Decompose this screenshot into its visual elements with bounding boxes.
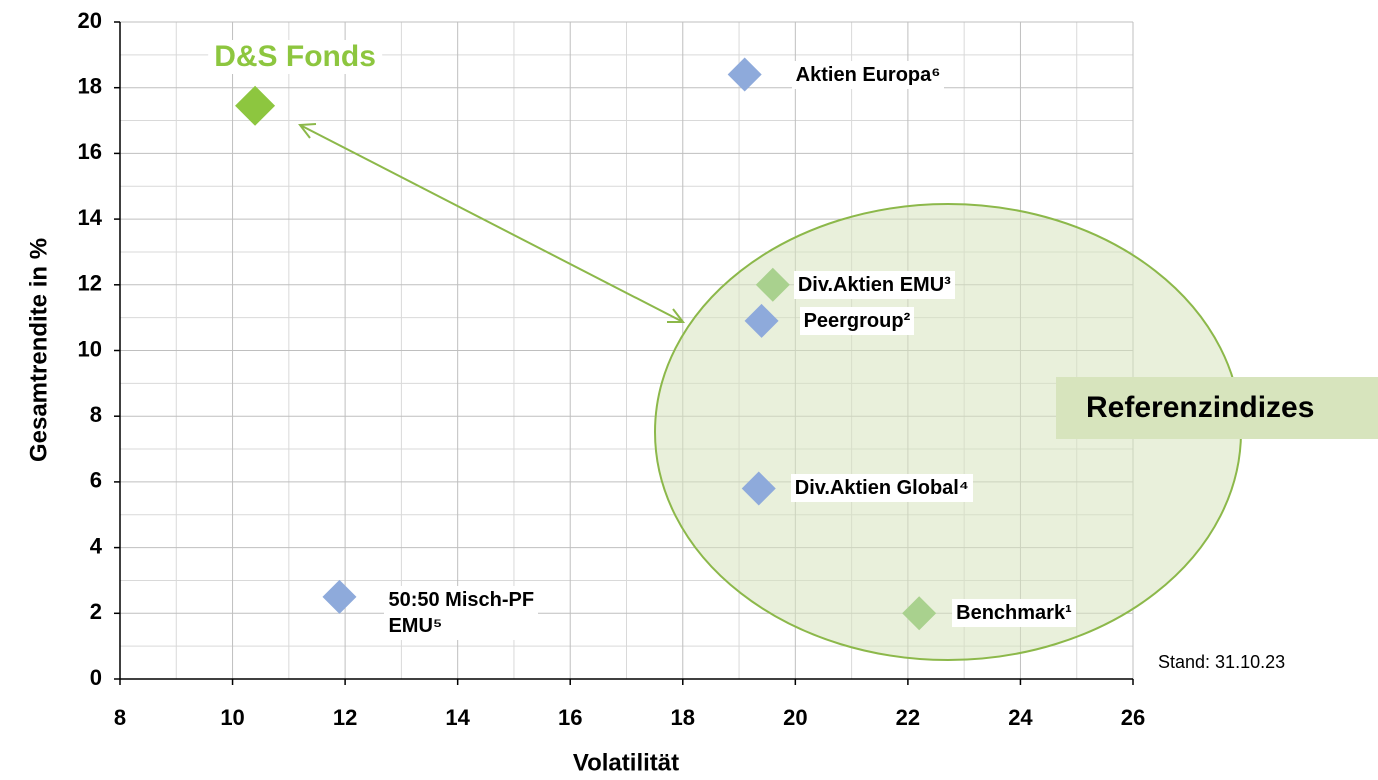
x-tick-label: 10 bbox=[220, 705, 244, 730]
y-tick-label: 0 bbox=[90, 665, 102, 690]
point bbox=[235, 85, 276, 126]
x-tick-label: 14 bbox=[445, 705, 470, 730]
point bbox=[744, 303, 779, 338]
y-tick-label: 16 bbox=[78, 139, 102, 164]
y-tick-label: 8 bbox=[90, 402, 102, 427]
point-label: Aktien Europa⁶ bbox=[791, 60, 945, 89]
x-tick-label: 26 bbox=[1121, 705, 1145, 730]
x-tick-label: 22 bbox=[896, 705, 920, 730]
x-axis-title: Volatilität bbox=[573, 749, 679, 776]
point bbox=[727, 57, 762, 92]
point-label: Peergroup² bbox=[799, 306, 915, 335]
point bbox=[902, 596, 937, 631]
x-tick-label: 12 bbox=[333, 705, 357, 730]
point-label: Div.Aktien EMU³ bbox=[793, 270, 955, 299]
point-label: D&S Fonds bbox=[208, 39, 382, 74]
point bbox=[322, 579, 357, 614]
point-label: Div.Aktien Global⁴ bbox=[790, 474, 973, 503]
reference-label: Referenzindizes bbox=[1056, 377, 1378, 439]
point bbox=[741, 471, 776, 506]
point-label: Benchmark¹ bbox=[952, 599, 1076, 628]
y-tick-label: 14 bbox=[78, 205, 103, 230]
y-tick-label: 4 bbox=[90, 533, 103, 558]
x-tick-label: 20 bbox=[783, 705, 807, 730]
date-note: Stand: 31.10.23 bbox=[1158, 652, 1286, 672]
x-tick-label: 18 bbox=[671, 705, 695, 730]
y-tick-label: 18 bbox=[78, 74, 102, 99]
x-tick-label: 8 bbox=[114, 705, 126, 730]
y-axis-title: Gesamtrendite in % bbox=[25, 238, 52, 462]
y-tick-label: 20 bbox=[78, 8, 102, 33]
y-tick-label: 2 bbox=[90, 599, 102, 624]
point-label: 50:50 Misch-PF EMU⁵ bbox=[384, 585, 539, 640]
x-tick-label: 16 bbox=[558, 705, 582, 730]
point bbox=[755, 267, 790, 302]
y-tick-label: 12 bbox=[78, 271, 102, 296]
y-tick-label: 10 bbox=[78, 336, 102, 361]
double-arrow bbox=[298, 123, 686, 323]
x-tick-label: 24 bbox=[1008, 705, 1033, 730]
y-tick-label: 6 bbox=[90, 468, 102, 493]
